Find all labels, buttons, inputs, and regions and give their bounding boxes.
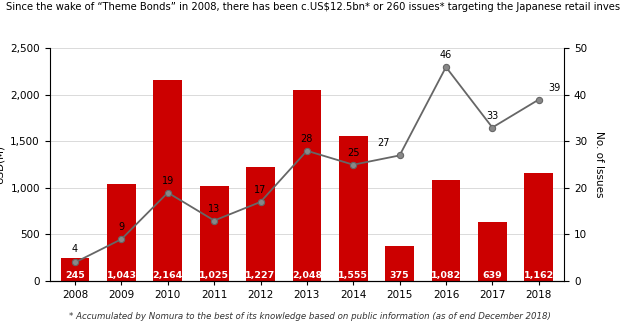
Text: 13: 13 bbox=[208, 203, 220, 214]
Bar bbox=[107, 184, 136, 281]
Text: 1,227: 1,227 bbox=[246, 271, 276, 280]
Bar bbox=[385, 246, 414, 281]
Bar bbox=[200, 186, 229, 281]
Text: 25: 25 bbox=[347, 148, 360, 158]
Bar bbox=[246, 167, 275, 281]
Text: 4: 4 bbox=[72, 244, 78, 254]
Text: 9: 9 bbox=[118, 222, 125, 232]
Text: 1,025: 1,025 bbox=[199, 271, 229, 280]
Text: 33: 33 bbox=[486, 110, 498, 120]
Text: 46: 46 bbox=[440, 50, 452, 60]
Text: 28: 28 bbox=[301, 134, 313, 144]
Text: 639: 639 bbox=[482, 271, 502, 280]
Bar bbox=[153, 80, 182, 281]
Text: 1,162: 1,162 bbox=[523, 271, 554, 280]
Text: 1,082: 1,082 bbox=[431, 271, 461, 280]
Text: 375: 375 bbox=[390, 271, 409, 280]
Bar bbox=[61, 258, 89, 281]
Bar bbox=[432, 180, 461, 281]
Bar bbox=[525, 173, 553, 281]
Bar bbox=[478, 222, 507, 281]
Text: 19: 19 bbox=[162, 176, 174, 186]
Bar bbox=[339, 136, 368, 281]
Text: 27: 27 bbox=[377, 139, 389, 149]
Text: * Accumulated by Nomura to the best of its knowledge based on public information: * Accumulated by Nomura to the best of i… bbox=[69, 312, 551, 321]
Text: 1,555: 1,555 bbox=[339, 271, 368, 280]
Y-axis label: No. of Issues: No. of Issues bbox=[594, 131, 604, 198]
Text: 1,043: 1,043 bbox=[107, 271, 136, 280]
Text: Since the wake of “Theme Bonds” in 2008, there has been c.US$12.5bn* or 260 issu: Since the wake of “Theme Bonds” in 2008,… bbox=[6, 2, 620, 12]
Bar bbox=[293, 90, 321, 281]
Text: 39: 39 bbox=[549, 83, 561, 93]
Text: 2,164: 2,164 bbox=[153, 271, 183, 280]
Text: 2,048: 2,048 bbox=[292, 271, 322, 280]
Text: 245: 245 bbox=[65, 271, 85, 280]
Y-axis label: USD(M): USD(M) bbox=[0, 145, 5, 184]
Text: 17: 17 bbox=[254, 185, 267, 195]
